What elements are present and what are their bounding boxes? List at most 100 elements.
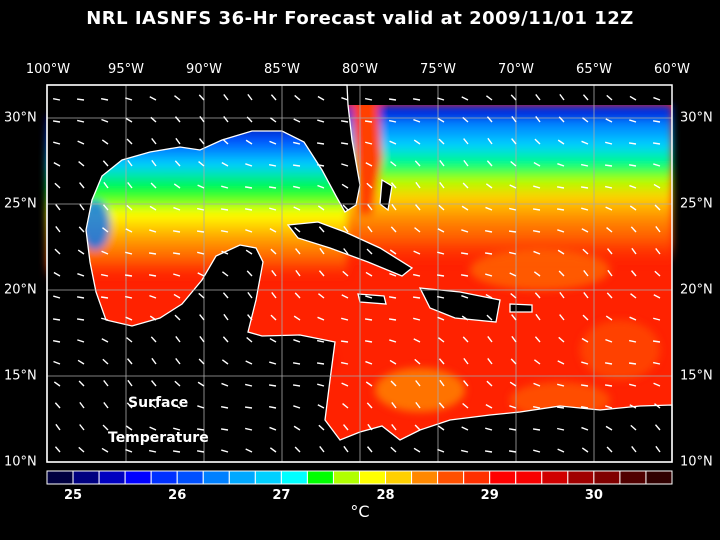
lon-label: 60°W bbox=[654, 62, 690, 77]
wind-arrow bbox=[389, 140, 397, 145]
wind-arrow bbox=[76, 296, 85, 299]
wind-arrow bbox=[76, 318, 85, 321]
colorbar-swatch bbox=[567, 470, 595, 485]
wind-arrow bbox=[365, 360, 373, 365]
wind-arrow bbox=[149, 315, 157, 321]
wind-arrow bbox=[655, 248, 661, 255]
wind-arrow bbox=[222, 292, 229, 299]
wind-arrow bbox=[126, 337, 133, 343]
wind-arrow bbox=[317, 383, 325, 387]
wind-vectors bbox=[52, 93, 661, 453]
wind-arrow bbox=[389, 339, 397, 343]
wind-arrow bbox=[317, 205, 325, 211]
wind-arrow bbox=[510, 358, 517, 365]
wind-arrow bbox=[557, 448, 565, 453]
wind-arrow bbox=[438, 337, 445, 343]
wind-arrow bbox=[316, 164, 325, 167]
wind-arrow bbox=[486, 95, 493, 101]
wind-arrow bbox=[175, 358, 181, 365]
wind-arrow bbox=[629, 383, 637, 387]
cuba bbox=[286, 221, 414, 277]
wind-arrow bbox=[293, 315, 301, 321]
wind-arrow bbox=[414, 358, 421, 365]
wind-arrow bbox=[221, 449, 229, 453]
wind-arrow bbox=[173, 206, 181, 211]
wind-arrow bbox=[77, 339, 85, 343]
wind-arrow bbox=[269, 140, 277, 145]
wind-arrow bbox=[53, 381, 61, 387]
wind-arrow bbox=[101, 139, 109, 145]
wind-arrow bbox=[199, 138, 205, 145]
wind-arrow bbox=[125, 228, 133, 233]
wind-arrow bbox=[317, 184, 325, 189]
wind-arrow bbox=[535, 313, 541, 321]
wind-arrow bbox=[343, 225, 349, 233]
wind-arrow bbox=[124, 274, 133, 277]
wind-arrow bbox=[244, 406, 253, 409]
wind-arrow bbox=[246, 116, 253, 123]
wind-arrow bbox=[365, 295, 373, 299]
wind-arrow bbox=[628, 164, 637, 167]
wind-arrow bbox=[629, 404, 637, 409]
wind-arrow bbox=[485, 206, 493, 211]
wind-arrow bbox=[487, 336, 493, 343]
wind-arrow bbox=[367, 423, 373, 431]
colorbar-tick-label: 28 bbox=[376, 488, 395, 503]
wind-arrow bbox=[150, 403, 157, 409]
wind-arrow bbox=[508, 428, 517, 431]
wind-arrow bbox=[364, 120, 373, 123]
wind-arrow bbox=[484, 450, 493, 453]
wind-arrow bbox=[654, 204, 661, 211]
colorbar-swatch bbox=[515, 470, 543, 485]
wind-arrow bbox=[79, 203, 85, 211]
lon-label: 90°W bbox=[186, 62, 222, 77]
wind-arrow bbox=[509, 272, 517, 277]
wind-arrow bbox=[294, 226, 301, 233]
wind-arrow bbox=[316, 142, 325, 145]
wind-arrow bbox=[79, 182, 85, 189]
wind-arrow bbox=[341, 163, 349, 167]
colorbar-swatch bbox=[150, 470, 178, 485]
wind-arrow bbox=[101, 250, 109, 255]
wind-arrow bbox=[607, 248, 613, 255]
lat-label: 20°N bbox=[4, 282, 37, 298]
wind-arrow bbox=[581, 447, 589, 453]
wind-arrow bbox=[173, 183, 181, 189]
wind-arrow bbox=[295, 248, 301, 255]
wind-arrow bbox=[629, 95, 637, 101]
wind-arrow bbox=[343, 424, 349, 431]
lat-label: 25°N bbox=[680, 196, 713, 212]
wind-arrow bbox=[293, 185, 301, 189]
wind-arrow bbox=[510, 160, 517, 167]
wind-arrow bbox=[247, 314, 253, 321]
wind-arrow bbox=[151, 357, 157, 365]
wind-arrow bbox=[583, 270, 589, 277]
wind-arrow bbox=[149, 426, 157, 431]
wind-arrow bbox=[365, 271, 373, 277]
wind-arrow bbox=[341, 183, 349, 189]
wind-arrow bbox=[78, 380, 85, 387]
wind-arrow bbox=[606, 94, 613, 101]
wind-arrow bbox=[53, 360, 61, 365]
wind-arrow bbox=[77, 273, 85, 277]
wind-arrow bbox=[557, 427, 565, 431]
wind-arrow bbox=[557, 360, 565, 365]
wind-arrow bbox=[461, 315, 469, 321]
graticule bbox=[47, 85, 672, 462]
wind-arrow bbox=[389, 119, 397, 123]
wind-arrow bbox=[174, 95, 181, 101]
wind-arrow bbox=[53, 295, 61, 299]
wind-arrow bbox=[174, 160, 181, 167]
wind-arrow bbox=[414, 160, 421, 167]
wind-arrow bbox=[581, 337, 589, 343]
wind-arrow bbox=[173, 273, 181, 277]
wind-arrow bbox=[557, 139, 565, 145]
wind-arrow bbox=[55, 204, 61, 211]
lat-label: 15°N bbox=[4, 368, 37, 384]
wind-arrow bbox=[655, 445, 661, 453]
wind-arrow bbox=[293, 141, 301, 145]
wind-arrow bbox=[245, 163, 253, 167]
wind-arrow bbox=[605, 185, 613, 189]
wind-arrow bbox=[102, 204, 109, 211]
wind-arrow bbox=[173, 427, 181, 431]
